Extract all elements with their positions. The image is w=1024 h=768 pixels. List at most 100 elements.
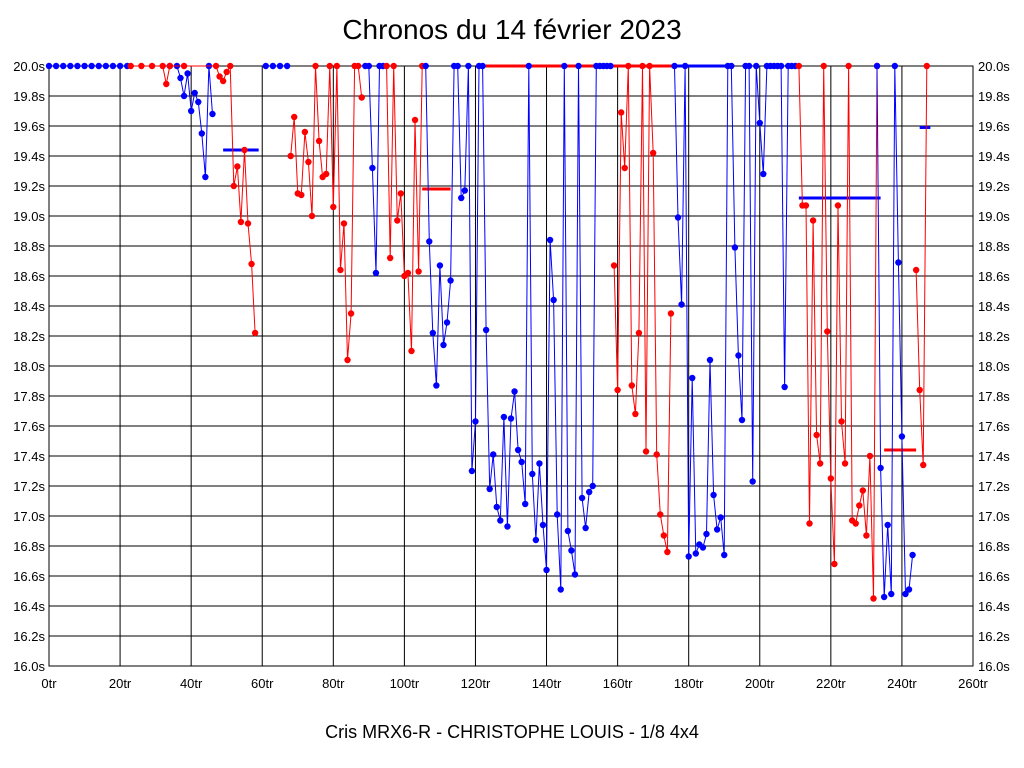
y-tick-label-left: 17.2s [13, 479, 45, 494]
data-point [127, 62, 134, 70]
y-tick-label-left: 16.2s [13, 629, 45, 644]
data-point [870, 595, 877, 602]
x-tick-label: 100tr [390, 676, 420, 691]
data-point [340, 220, 348, 227]
data-point [546, 236, 554, 244]
data-point [920, 461, 927, 469]
data-point [237, 218, 245, 226]
data-point [354, 62, 362, 70]
data-point [411, 116, 419, 124]
data-point [347, 310, 355, 317]
data-point [539, 521, 547, 529]
data-point [230, 182, 237, 190]
data-point [706, 356, 714, 364]
data-point [916, 386, 923, 394]
data-point [571, 571, 579, 578]
data-point [486, 485, 493, 493]
data-point [852, 520, 859, 527]
y-tick-label-right: 18.6s [978, 269, 1010, 284]
x-tick-label: 0tr [41, 676, 57, 691]
y-tick-label-right: 16.4s [978, 599, 1010, 614]
series-line [49, 65, 213, 178]
data-point [408, 347, 415, 355]
data-point [315, 137, 323, 145]
y-tick-label-left: 18.8s [13, 239, 45, 254]
data-point [482, 326, 490, 334]
data-point [621, 164, 628, 172]
data-point [880, 593, 888, 601]
y-tick-label-right: 19.0s [978, 209, 1010, 224]
y-tick-label-left: 16.6s [13, 569, 45, 584]
data-point [198, 130, 206, 137]
data-point [191, 89, 198, 97]
data-point [873, 62, 881, 70]
x-tick-label: 80tr [322, 676, 345, 691]
data-point [845, 62, 852, 70]
data-point [777, 62, 785, 70]
x-tick-label: 160tr [603, 676, 633, 691]
data-point [738, 416, 746, 424]
y-tick-label-right: 16.8s [978, 539, 1010, 554]
data-point [568, 547, 575, 554]
y-tick-label-right: 20.0s [978, 59, 1010, 74]
data-point [717, 514, 724, 521]
data-point [159, 62, 166, 70]
data-point [745, 62, 753, 70]
data-point [415, 268, 422, 275]
y-tick-label-left: 18.0s [13, 359, 45, 374]
data-point [856, 502, 863, 509]
y-tick-label-right: 19.8s [978, 89, 1010, 104]
data-point [291, 113, 298, 121]
y-tick-label-left: 18.2s [13, 329, 45, 344]
y-tick-label-left: 20.0s [13, 59, 45, 74]
y-tick-label-right: 17.4s [978, 449, 1010, 464]
data-point [564, 527, 572, 535]
data-point [60, 62, 67, 70]
data-point [458, 194, 465, 202]
data-point [795, 62, 803, 70]
y-tick-label-right: 18.8s [978, 239, 1010, 254]
y-tick-label-right: 19.4s [978, 149, 1010, 164]
data-point [223, 68, 230, 76]
data-point [699, 544, 707, 551]
data-point [180, 62, 188, 70]
data-point [283, 62, 291, 70]
data-point [898, 433, 906, 440]
data-point [575, 62, 582, 70]
y-tick-label-left: 16.4s [13, 599, 45, 614]
data-point [323, 170, 330, 178]
data-point [372, 269, 380, 277]
data-point [532, 536, 540, 544]
data-point [262, 62, 269, 70]
x-tick-label: 220tr [816, 676, 846, 691]
data-point [831, 560, 838, 568]
x-tick-label: 260tr [958, 676, 988, 691]
series-line [130, 64, 256, 334]
data-point [88, 62, 95, 70]
data-point [468, 467, 476, 475]
data-point [589, 482, 596, 490]
data-point [514, 446, 522, 454]
data-point [625, 62, 632, 70]
data-point [465, 62, 472, 70]
data-point [582, 524, 589, 532]
data-point [884, 521, 891, 529]
data-point [227, 62, 234, 70]
data-point [276, 62, 284, 70]
data-point [642, 448, 650, 455]
series-line [876, 65, 914, 598]
data-point [386, 254, 394, 262]
data-point [657, 511, 664, 518]
x-tick-label: 20tr [109, 676, 132, 691]
x-tick-label: 40tr [180, 676, 203, 691]
data-point [248, 260, 255, 268]
data-point [902, 590, 909, 598]
series-line [915, 65, 928, 466]
data-point [614, 386, 621, 394]
y-tick-label-left: 19.8s [13, 89, 45, 104]
data-point [522, 500, 529, 508]
data-point [504, 523, 511, 530]
data-point [685, 553, 692, 560]
data-point [433, 382, 440, 389]
data-point [422, 62, 429, 70]
